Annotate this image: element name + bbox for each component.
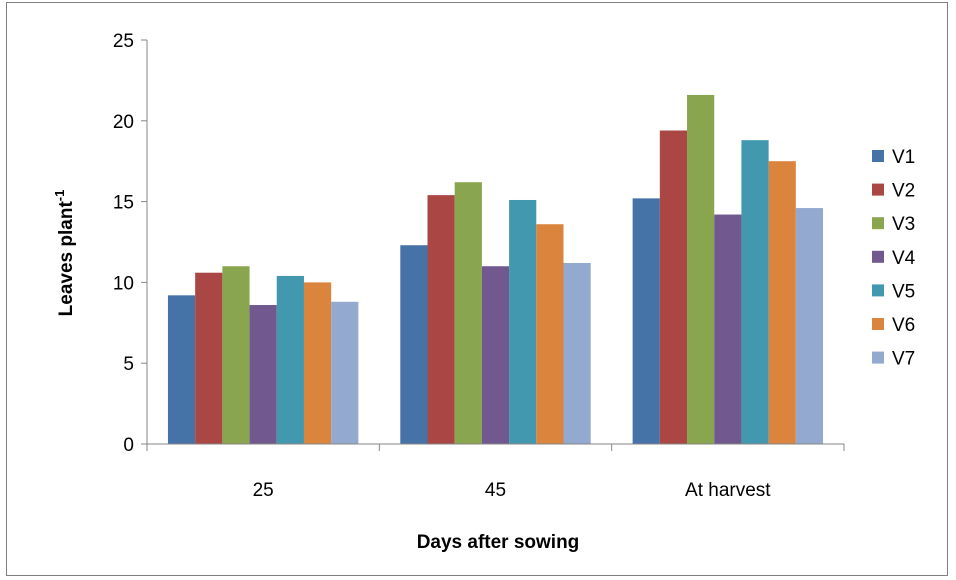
bars [167,94,824,444]
bar-v4 [249,305,277,444]
y-axis-title-superscript: -1 [52,190,67,202]
bar-v4 [481,266,510,444]
legend-swatch [872,351,884,364]
legend-label: V5 [892,281,915,302]
x-axis-tick-labels: 25 45 At harvest [253,480,772,501]
bar-v1 [400,245,428,444]
legend-label: V6 [892,315,915,336]
bar-v7 [331,301,359,444]
bar-v6 [536,224,564,444]
bar-v3 [454,182,482,444]
y-tick-label: 20 [113,112,134,133]
bar-v2 [427,195,455,444]
legend-label: V4 [892,248,916,269]
y-tick-label: 25 [113,31,134,52]
bar-v5 [741,140,769,444]
legend-swatch [872,318,884,330]
x-axis [146,443,845,451]
x-tick-label: 45 [485,480,506,501]
legend-swatch [872,150,884,162]
bar-v4 [714,214,742,444]
bar-v2 [195,272,223,444]
bar-v7 [795,208,824,444]
x-tick-label: At harvest [685,480,771,501]
bar-v7 [563,263,591,444]
legend-label: V2 [892,181,915,202]
y-tick-label: 0 [123,435,134,456]
legend-label: V1 [892,147,915,168]
x-tick-label: 25 [253,480,274,501]
bar-v2 [659,130,688,444]
bar-v6 [303,282,332,444]
y-tick-label: 15 [113,193,134,214]
legend-label: V3 [892,214,915,235]
y-tick-label: 10 [113,273,134,294]
legend-swatch [872,217,884,230]
bar-v3 [687,94,715,444]
bar-v5 [276,275,304,444]
bar-v6 [768,161,796,444]
legend-swatch [872,183,884,196]
bar-v3 [222,266,250,444]
legend: V1 V2 V3 V4 V5 V6 V7 [872,147,916,370]
bar-v5 [509,199,537,444]
x-axis-title: Days after sowing [417,532,580,553]
bar-v1 [167,295,196,444]
y-axis-title: Leaves plant-1 [52,190,77,317]
legend-label: V7 [892,349,915,370]
y-axis-title-text: Leaves plant [56,201,77,317]
legend-swatch [872,250,884,263]
y-tick-label: 5 [123,354,134,375]
legend-swatch [872,284,884,297]
bar-v1 [632,198,660,444]
y-axis-tick-labels: 0 5 10 15 20 25 [113,31,134,456]
y-axis [141,39,148,445]
